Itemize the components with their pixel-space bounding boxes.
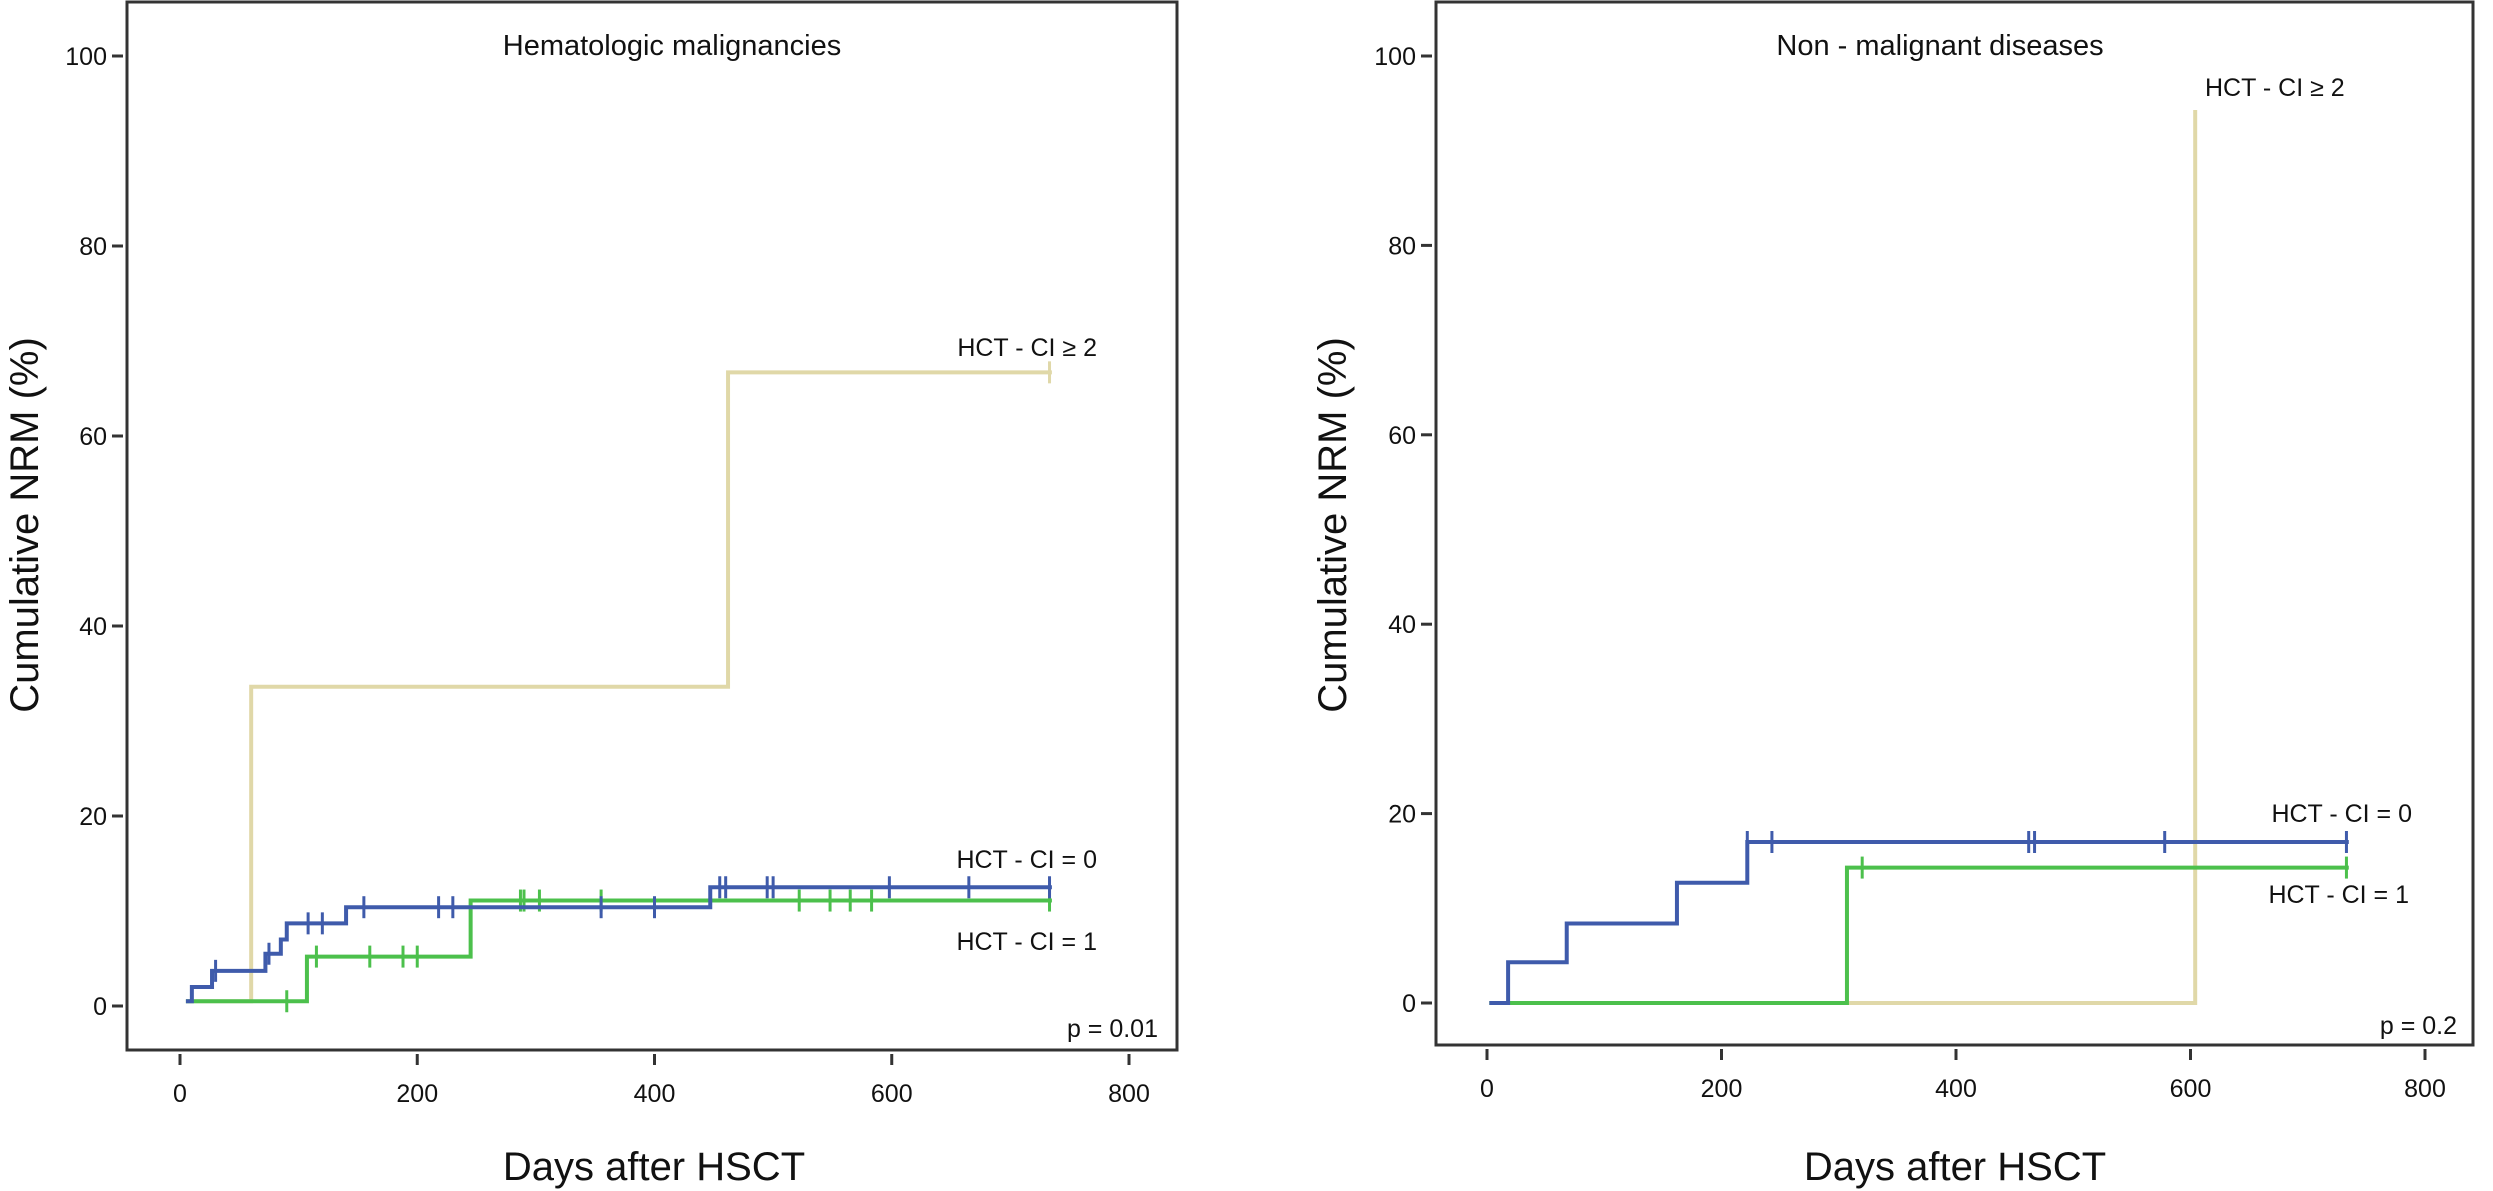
panel-hematologic-malignancies: Hematologic malignancies Days after HSCT… <box>3 0 1179 1189</box>
p-value: p = 0.01 <box>1067 1015 1158 1043</box>
panel-title: Non - malignant diseases <box>1776 30 2103 62</box>
y-tick-label: 0 <box>1402 990 1416 1018</box>
x-tick-label: 600 <box>2170 1075 2212 1103</box>
x-axis-title: Days after HSCT <box>503 1145 805 1189</box>
series-line-0 <box>1489 840 2349 1005</box>
plot-frame <box>1434 0 2475 1047</box>
x-tick-label: 400 <box>634 1080 676 1108</box>
y-tick-label: 0 <box>93 993 107 1021</box>
x-tick-label: 800 <box>1108 1080 1150 1108</box>
p-value: p = 0.2 <box>2380 1012 2457 1040</box>
y-tick-label: 20 <box>1388 801 1416 829</box>
y-tick-label: 60 <box>79 423 107 451</box>
series-label-ci-1: HCT - CI = 1 <box>2268 881 2409 909</box>
series-line-1 <box>1489 865 2349 1005</box>
series-label-ci-2: HCT - CI ≥ 2 <box>957 334 1097 362</box>
y-tick-label: 80 <box>79 233 107 261</box>
y-tick-label: 100 <box>1374 43 1416 71</box>
y-tick-label: 100 <box>65 43 107 71</box>
x-tick-label: 200 <box>1701 1075 1743 1103</box>
series-label-ci-2: HCT - CI ≥ 2 <box>2205 74 2345 102</box>
panel-title: Hematologic malignancies <box>503 30 842 62</box>
y-tick-label: 80 <box>1388 232 1416 260</box>
y-tick-label: 40 <box>79 613 107 641</box>
y-tick-label: 40 <box>1388 611 1416 639</box>
series-label-ci-1: HCT - CI = 1 <box>956 928 1097 956</box>
y-axis-title: Cumulative NRM (%) <box>3 337 47 713</box>
x-tick-label: 0 <box>1480 1075 1494 1103</box>
x-axis-title: Days after HSCT <box>1804 1145 2106 1189</box>
series-line-0 <box>185 885 1052 1004</box>
x-tick-label: 200 <box>396 1080 438 1108</box>
x-tick-label: 0 <box>173 1080 187 1108</box>
x-tick-label: 600 <box>871 1080 913 1108</box>
series-label-ci-0: HCT - CI = 0 <box>956 846 1097 874</box>
y-axis-title: Cumulative NRM (%) <box>1311 337 1355 713</box>
panel-non-malignant-diseases: Non - malignant diseases Days after HSCT… <box>1311 0 2475 1189</box>
plot-frame <box>125 0 1179 1052</box>
y-tick-label: 20 <box>79 803 107 831</box>
series-label-ci-0: HCT - CI = 0 <box>2271 800 2412 828</box>
y-tick-label: 60 <box>1388 422 1416 450</box>
x-tick-label: 400 <box>1935 1075 1977 1103</box>
x-tick-label: 800 <box>2404 1075 2446 1103</box>
